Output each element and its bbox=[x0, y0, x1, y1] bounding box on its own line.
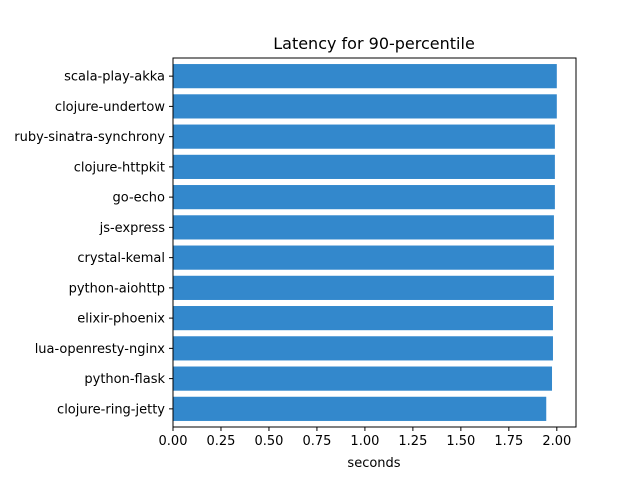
x-tick-label: 0.75 bbox=[302, 434, 331, 449]
bar-ruby-sinatra-synchrony bbox=[173, 124, 555, 149]
bar-clojure-undertow bbox=[173, 94, 557, 119]
y-tick-label: python-flask bbox=[84, 372, 165, 387]
y-tick-label: scala-play-akka bbox=[64, 70, 165, 85]
x-tick-label: 0.50 bbox=[254, 434, 283, 449]
x-tick-label: 1.75 bbox=[494, 434, 523, 449]
bar-elixir-phoenix bbox=[173, 306, 553, 331]
bar-clojure-httpkit bbox=[173, 154, 555, 179]
y-tick-label: crystal-kemal bbox=[77, 251, 165, 266]
y-tick-label: ruby-sinatra-synchrony bbox=[14, 130, 165, 145]
chart-title: Latency for 90-percentile bbox=[273, 34, 475, 53]
y-tick-label: clojure-ring-jetty bbox=[57, 402, 165, 417]
bar-scala-play-akka bbox=[173, 64, 557, 89]
y-tick-label: clojure-httpkit bbox=[74, 160, 165, 175]
bar-lua-openresty-nginx bbox=[173, 336, 553, 361]
x-tick-label: 1.00 bbox=[350, 434, 379, 449]
y-tick-label: elixir-phoenix bbox=[77, 312, 165, 327]
bars-layer bbox=[173, 64, 557, 421]
y-tick-label: clojure-undertow bbox=[55, 100, 165, 115]
x-axis: 0.00 0.25 0.50 0.75 1.00 1.25 1.50 1.75 2.00 bbox=[159, 427, 571, 449]
y-tick-label: lua-openresty-nginx bbox=[35, 342, 166, 357]
bar-python-flask bbox=[173, 366, 553, 391]
x-tick-label: 2.00 bbox=[542, 434, 571, 449]
plot-frame bbox=[172, 57, 577, 428]
y-tick-label: python-aiohttp bbox=[69, 281, 165, 296]
y-tick-label: js-express bbox=[99, 221, 166, 236]
bar-go-echo bbox=[173, 185, 555, 210]
y-tick-label: go-echo bbox=[113, 191, 166, 206]
x-tick-label: 1.50 bbox=[446, 434, 475, 449]
y-axis: scala-play-akka clojure-undertow ruby-sina… bbox=[14, 70, 173, 417]
x-tick-label: 0.00 bbox=[159, 434, 188, 449]
x-axis-label: seconds bbox=[347, 456, 400, 471]
bar-js-express bbox=[173, 215, 554, 240]
bar-crystal-kemal bbox=[173, 245, 554, 270]
x-tick-label: 1.25 bbox=[398, 434, 427, 449]
bar-python-aiohttp bbox=[173, 275, 554, 300]
x-tick-label: 0.25 bbox=[206, 434, 235, 449]
bar-clojure-ring-jetty bbox=[173, 396, 547, 421]
